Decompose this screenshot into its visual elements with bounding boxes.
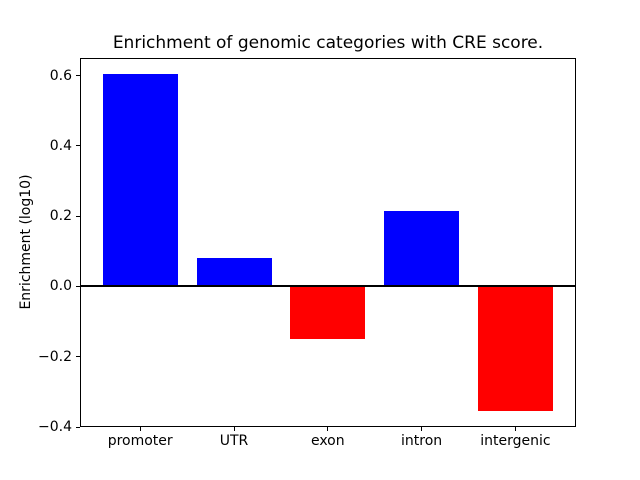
- x-tick-label: exon: [310, 433, 345, 449]
- y-tick-mark: [76, 145, 80, 147]
- x-tick-label: intron: [401, 433, 443, 449]
- y-tick-mark: [76, 426, 80, 428]
- y-tick-label: −0.2: [38, 348, 72, 365]
- x-tick-mark: [514, 427, 516, 431]
- bar-intergenic: [477, 286, 553, 412]
- x-tick-mark: [139, 427, 141, 431]
- zero-line: [80, 285, 576, 288]
- y-tick-label: 0.2: [49, 208, 72, 225]
- y-tick-label: 0.4: [49, 137, 72, 154]
- x-tick-label: intergenic: [480, 433, 551, 449]
- bar-promoter: [102, 73, 178, 287]
- x-tick-label: promoter: [107, 433, 173, 449]
- plot-area: [80, 58, 576, 427]
- bar-exon: [290, 286, 366, 340]
- y-tick-label: −0.4: [38, 419, 72, 435]
- y-tick-mark: [76, 215, 80, 217]
- y-tick-mark: [76, 285, 80, 287]
- y-tick-label: 0.0: [49, 278, 72, 295]
- x-tick-label: UTR: [219, 433, 249, 449]
- y-tick-label: 0.6: [49, 67, 72, 84]
- y-tick-mark: [76, 356, 80, 358]
- y-tick-mark: [76, 75, 80, 77]
- bar-UTR: [196, 258, 272, 287]
- x-tick-mark: [327, 427, 329, 431]
- chart-title: Enrichment of genomic categories with CR…: [112, 33, 544, 53]
- x-tick-mark: [421, 427, 423, 431]
- bar-intron: [384, 210, 460, 287]
- x-tick-mark: [233, 427, 235, 431]
